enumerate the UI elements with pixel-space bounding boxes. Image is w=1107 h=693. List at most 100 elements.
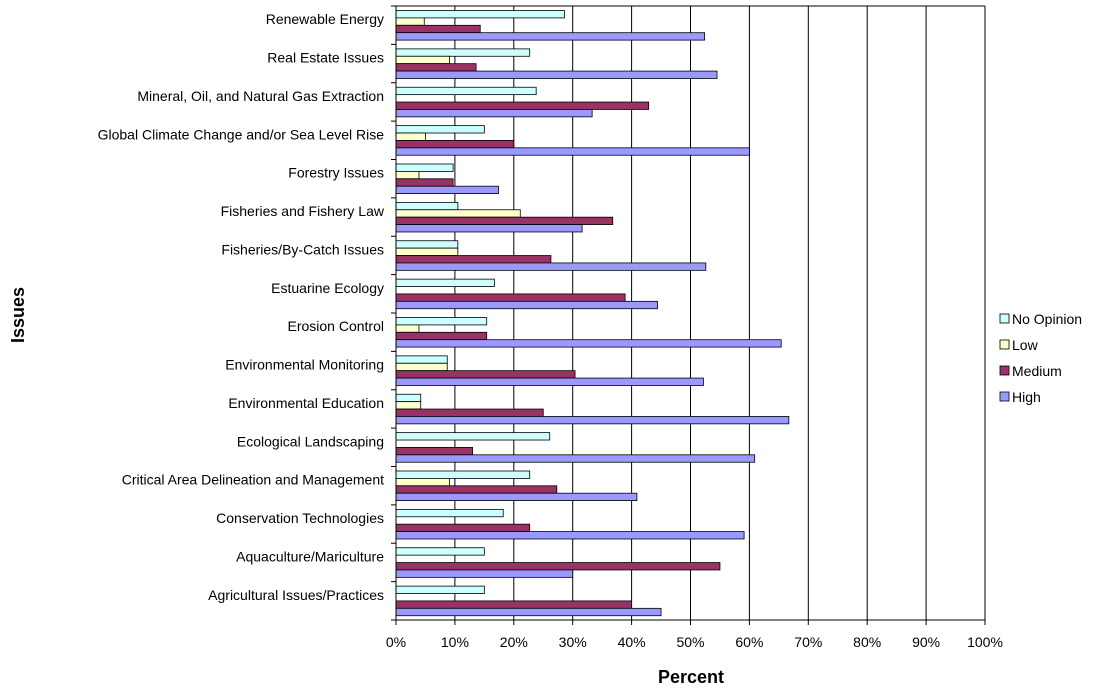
bar-medium [396,102,649,109]
x-tick-label: 100% [967,634,1003,650]
bar-medium [396,294,625,301]
bar-low [396,325,419,332]
x-tick-label: 20% [500,634,528,650]
category-label: Real Estate Issues [267,50,384,66]
legend-label: No Opinion [1012,311,1082,327]
bar-medium [396,217,613,224]
legend: No Opinion Low Medium High [1000,311,1082,405]
bar-high [396,109,592,116]
bar-low [396,18,424,25]
legend-label: High [1012,389,1041,405]
category-label: Environmental Education [228,395,384,411]
bar-no-opinion [396,433,550,440]
bar-low [396,478,450,485]
legend-label: Low [1012,337,1039,353]
bar-medium [396,332,487,339]
legend-swatch [1000,340,1009,349]
legend-swatch [1000,392,1009,401]
bar-high [396,455,755,462]
category-label: Forestry Issues [288,165,384,181]
bar-no-opinion [396,241,458,248]
bar-no-opinion [396,586,484,593]
bar-medium [396,179,453,186]
category-label: Mineral, Oil, and Natural Gas Extraction [137,88,384,104]
category-label: Fisheries and Fishery Law [221,203,385,219]
y-axis-title: Issues [8,287,28,343]
bar-high [396,340,781,347]
x-tick-label: 70% [794,634,822,650]
category-label: Global Climate Change and/or Sea Level R… [98,126,385,142]
bar-low [396,56,450,63]
bar-no-opinion [396,356,447,363]
bar-no-opinion [396,548,484,555]
category-label: Erosion Control [288,318,385,334]
bar-high [396,608,661,615]
category-label: Environmental Monitoring [225,357,384,373]
bar-low [396,248,458,255]
bar-no-opinion [396,126,484,133]
legend-swatch [1000,366,1009,375]
bar-low [396,133,425,140]
category-label: Ecological Landscaping [237,433,384,449]
bar-low [396,171,419,178]
x-tick-label: 40% [618,634,646,650]
x-tick-labels: 0% 10% 20% 30% 40% 50% 60% 70% 80% 90% 100% [386,634,1003,650]
bar-no-opinion [396,11,564,18]
bar-medium [396,371,575,378]
bar-medium [396,409,543,416]
bar-medium [396,64,476,71]
bar-high [396,301,658,308]
bar-no-opinion [396,202,458,209]
bar-medium [396,25,480,32]
bar-high [396,33,705,40]
x-tick-label: 80% [853,634,881,650]
category-label: Aquaculture/Mariculture [236,548,384,564]
bar-high [396,416,789,423]
bar-medium [396,447,473,454]
category-label: Critical Area Delineation and Management [122,472,384,488]
legend-swatch [1000,314,1009,323]
bar-medium [396,601,632,608]
category-label: Estuarine Ecology [271,280,384,296]
bar-low [396,210,520,217]
bar-low [396,402,421,409]
bar-medium [396,256,551,263]
bar-medium [396,563,720,570]
bar-high [396,225,582,232]
bar-medium [396,140,514,147]
bar-high [396,570,573,577]
bar-low [396,363,447,370]
bar-no-opinion [396,509,503,516]
category-label: Conservation Technologies [216,510,384,526]
category-label: Fisheries/By-Catch Issues [221,241,384,257]
bar-no-opinion [396,471,530,478]
bar-no-opinion [396,49,530,56]
bar-no-opinion [396,318,487,325]
category-label: Agricultural Issues/Practices [208,587,384,603]
category-label: Renewable Energy [266,11,384,27]
bar-medium [396,486,557,493]
bar-no-opinion [396,279,494,286]
bar-high [396,532,744,539]
bar-high [396,71,717,78]
bar-no-opinion [396,394,421,401]
x-tick-label: 90% [912,634,940,650]
x-tick-label: 0% [386,634,406,650]
grid-layer [455,6,985,620]
x-tick-label: 50% [676,634,704,650]
bar-high [396,263,706,270]
x-tick-label: 10% [441,634,469,650]
bar-high [396,186,498,193]
bar-high [396,493,637,500]
bar-high [396,378,703,385]
bar-high [396,148,749,155]
bar-no-opinion [396,87,536,94]
bar-no-opinion [396,164,453,171]
bar-medium [396,524,530,531]
x-tick-label: 60% [735,634,763,650]
category-labels: Renewable Energy Real Estate Issues Minera… [98,11,385,603]
legend-label: Medium [1012,363,1062,379]
x-axis-title: Percent [658,667,724,687]
